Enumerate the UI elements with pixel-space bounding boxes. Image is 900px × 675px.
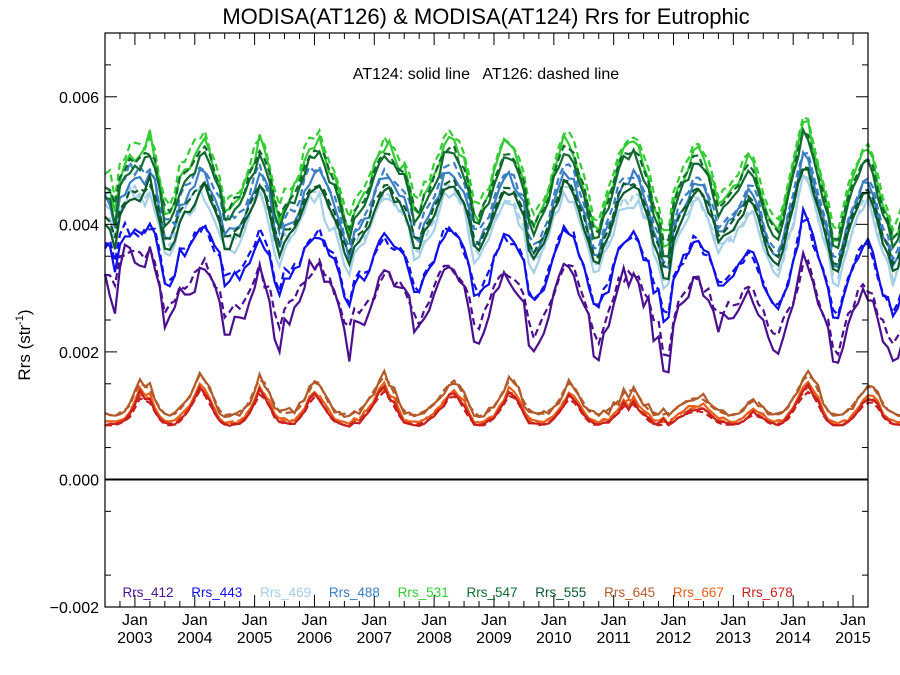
x-tick-label-year: 2012 bbox=[656, 630, 692, 647]
series-line-rrs-555-at124 bbox=[104, 168, 900, 281]
x-tick-label-year: 2010 bbox=[536, 630, 572, 647]
legend: Rrs_412 Rrs_443 Rrs_469 Rrs_488 Rrs_531 Rrs_5… bbox=[122, 585, 792, 600]
chart-title: MODISA(AT126) & MODISA(AT124) Rrs for Eu… bbox=[222, 4, 749, 29]
legend-entry-rrs-678: Rrs_678 bbox=[742, 585, 793, 600]
y-axis-label-superscript: -1 bbox=[14, 315, 26, 325]
x-tick-label-month: Jan bbox=[840, 612, 866, 629]
series-line-rrs-531-at126 bbox=[104, 115, 900, 234]
plot-area bbox=[103, 115, 900, 481]
series-line-rrs-645-at124 bbox=[104, 368, 900, 419]
x-tick-label-year: 2011 bbox=[596, 630, 631, 647]
series-line-rrs-412-at124 bbox=[103, 242, 900, 374]
y-tick-label: 0.002 bbox=[59, 345, 99, 362]
legend-entry-rrs-488: Rrs_488 bbox=[329, 585, 380, 600]
series-line-rrs-469-at124 bbox=[104, 172, 900, 291]
y-axis: −0.002 0.000 0.002 0.004 0.006 bbox=[50, 64, 868, 617]
x-tick-label-month: Jan bbox=[302, 612, 328, 629]
y-tick-label: 0.000 bbox=[59, 472, 99, 489]
series-line-rrs-488-at126 bbox=[104, 151, 900, 266]
x-tick-label-year: 2008 bbox=[416, 630, 452, 647]
y-tick-label: 0.004 bbox=[59, 217, 99, 234]
x-tick-label-year: 2005 bbox=[237, 630, 273, 647]
x-tick-label-year: 2003 bbox=[117, 630, 153, 647]
series-line-rrs-443-at124 bbox=[104, 204, 900, 325]
legend-entry-rrs-469: Rrs_469 bbox=[260, 585, 311, 600]
x-tick-label-month: Jan bbox=[242, 612, 268, 629]
x-tick-label-month: Jan bbox=[122, 612, 148, 629]
x-tick-label-month: Jan bbox=[182, 612, 208, 629]
x-tick-label-year: 2015 bbox=[835, 630, 871, 647]
x-axis: Jan2003Jan2004Jan2005Jan2006Jan2007Jan20… bbox=[104, 33, 871, 647]
x-tick-label-year: 2007 bbox=[356, 630, 392, 647]
x-tick-label-month: Jan bbox=[541, 612, 567, 629]
legend-entry-rrs-555: Rrs_555 bbox=[535, 585, 586, 600]
x-tick-label-year: 2014 bbox=[775, 630, 811, 647]
chart-annotation: AT124: solid line AT126: dashed line bbox=[353, 66, 619, 83]
legend-entry-rrs-667: Rrs_667 bbox=[673, 585, 724, 600]
plot-frame bbox=[104, 32, 869, 608]
series-line-rrs-667-at124 bbox=[105, 380, 900, 426]
x-tick-label-year: 2013 bbox=[716, 630, 752, 647]
legend-entry-rrs-547: Rrs_547 bbox=[466, 585, 517, 600]
x-tick-label-year: 2009 bbox=[476, 630, 512, 647]
y-tick-label: −0.002 bbox=[50, 600, 99, 617]
series-line-rrs-547-at124 bbox=[104, 126, 900, 258]
x-tick-label-month: Jan bbox=[481, 612, 507, 629]
x-tick-label-month: Jan bbox=[661, 612, 687, 629]
x-tick-label-month: Jan bbox=[361, 612, 387, 629]
series-line-rrs-443-at126 bbox=[104, 217, 900, 318]
x-tick-label-month: Jan bbox=[601, 612, 627, 629]
x-tick-label-month: Jan bbox=[780, 612, 806, 629]
legend-entry-rrs-412: Rrs_412 bbox=[122, 585, 173, 600]
y-axis-label: Rrs (str-1) bbox=[14, 309, 34, 380]
y-axis-label-close: ) bbox=[15, 309, 34, 315]
x-tick-label-month: Jan bbox=[421, 612, 447, 629]
legend-entry-rrs-645: Rrs_645 bbox=[604, 585, 655, 600]
series-line-rrs-412-at126 bbox=[104, 245, 900, 358]
legend-entry-rrs-531: Rrs_531 bbox=[398, 585, 449, 600]
x-tick-label-year: 2006 bbox=[297, 630, 333, 647]
series-line-rrs-678-at124 bbox=[104, 382, 900, 428]
y-tick-label: 0.006 bbox=[59, 90, 99, 107]
legend-entry-rrs-443: Rrs_443 bbox=[191, 585, 242, 600]
y-axis-label-main: Rrs (str bbox=[15, 325, 34, 381]
x-tick-label-month: Jan bbox=[720, 612, 746, 629]
x-tick-label-year: 2004 bbox=[177, 630, 213, 647]
